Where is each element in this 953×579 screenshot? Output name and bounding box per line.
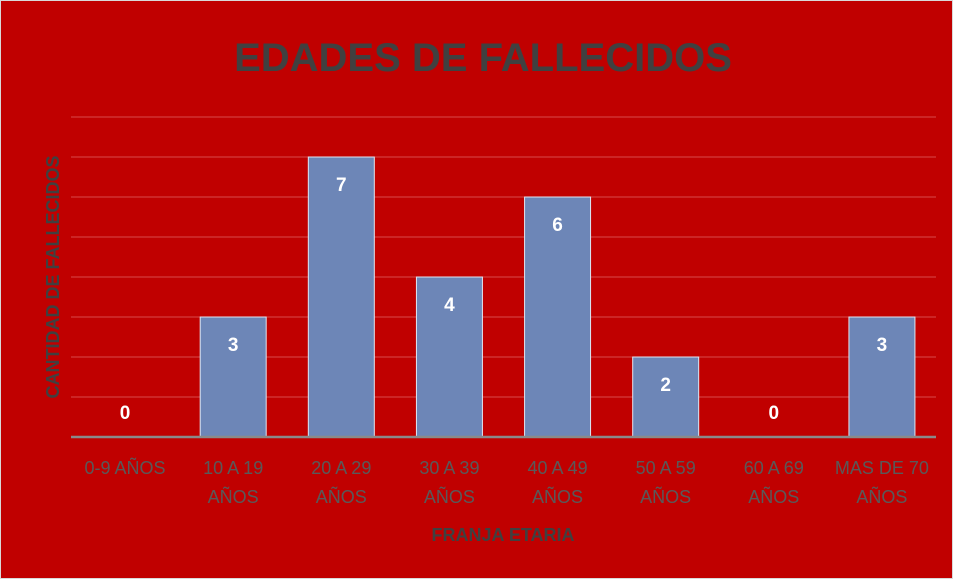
x-tick-label: 40 A 49 AÑOS	[528, 458, 588, 507]
data-label: 2	[660, 375, 671, 396]
bar	[848, 316, 916, 438]
bar	[632, 356, 700, 438]
x-tick-label: 50 A 59 AÑOS	[636, 458, 696, 507]
bar	[415, 276, 483, 438]
data-label: 0	[120, 403, 131, 424]
x-tick-label: 0-9 AÑOS	[85, 457, 166, 478]
data-label: 4	[444, 295, 455, 316]
y-axis-title: CANTIDAD DE FALLECIDOS	[43, 156, 63, 399]
data-label: 6	[552, 215, 563, 236]
x-tick-label: 60 A 69 AÑOS	[744, 458, 804, 507]
x-tick-labels: 0-9 AÑOS 10 A 19 AÑOS 20 A 29 AÑOS 30 A 39 AÑO…	[85, 457, 929, 507]
data-labels: 0 3 7 4 6 2 0 3	[120, 175, 887, 424]
data-label: 0	[769, 403, 780, 424]
x-tick-label: 20 A 29 AÑOS	[311, 458, 371, 507]
bar	[524, 196, 592, 438]
data-label: 3	[877, 335, 888, 356]
x-axis-title: FRANJA ETARIA	[432, 525, 575, 545]
bars	[199, 156, 916, 438]
data-label: 3	[228, 335, 239, 356]
x-tick-label: MAS DE 70 AÑOS	[835, 458, 929, 507]
bar	[307, 156, 375, 438]
x-tick-label: 30 A 39 AÑOS	[419, 458, 479, 507]
x-tick-label: 10 A 19 AÑOS	[203, 458, 263, 507]
data-label: 7	[336, 175, 347, 196]
bar	[199, 316, 267, 438]
chart-title: EDADES DE FALLECIDOS	[234, 36, 732, 80]
